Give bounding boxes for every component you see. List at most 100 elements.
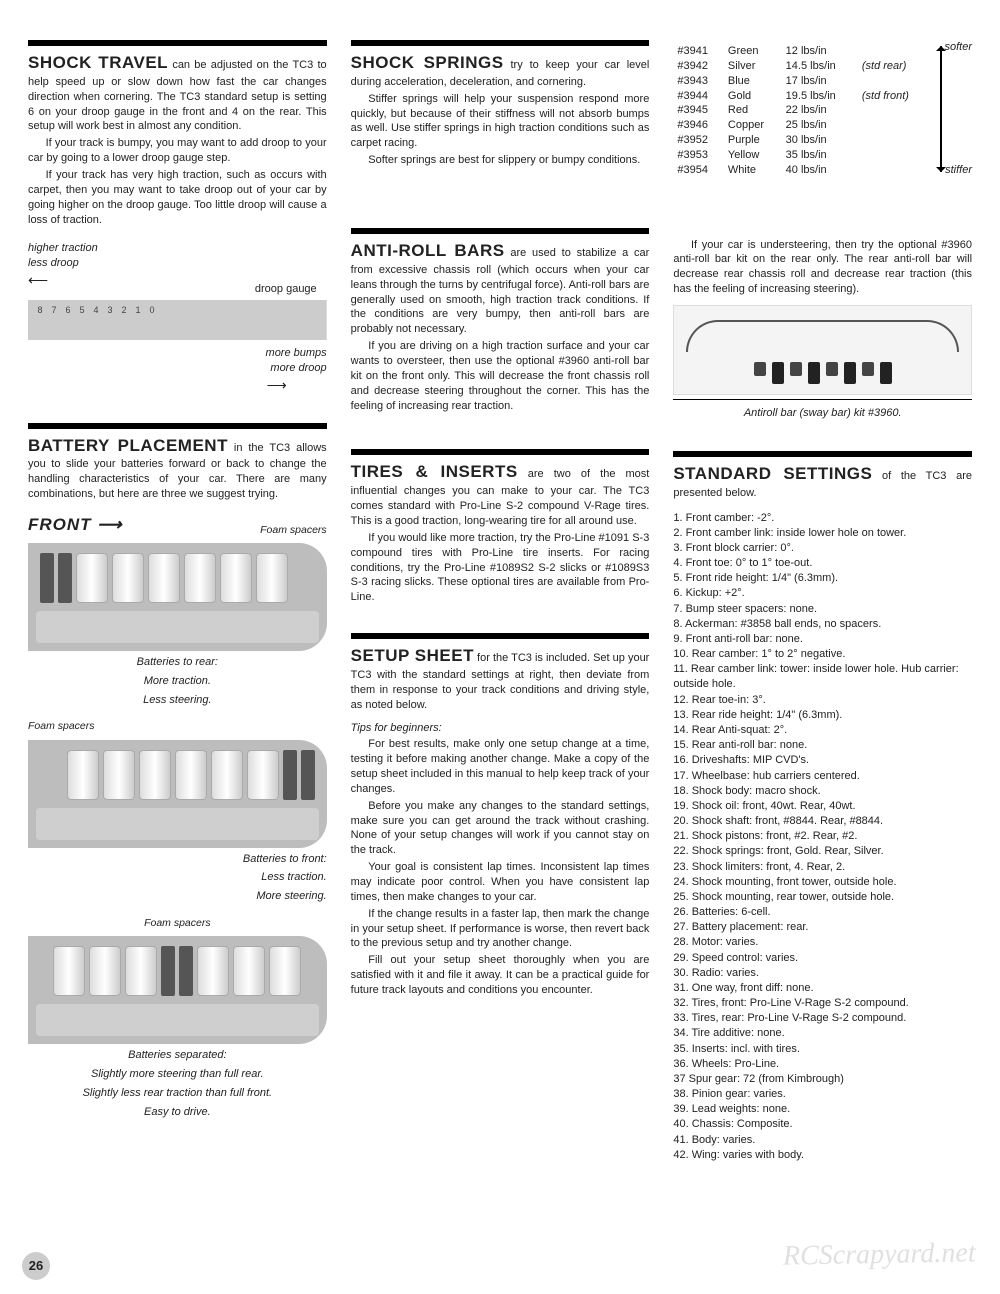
foam-spacer bbox=[40, 553, 54, 603]
spring-color: Purple bbox=[724, 133, 782, 148]
spring-color: Green bbox=[724, 44, 782, 59]
spring-stiffer-label: stiffer bbox=[945, 163, 972, 178]
droop-step: 8 bbox=[34, 304, 46, 316]
spring-part-num: #3944 bbox=[673, 89, 724, 104]
battery-cell bbox=[139, 750, 171, 800]
spring-note bbox=[858, 118, 930, 133]
battery-cell bbox=[184, 553, 216, 603]
antiroll-p2: If you are driving on a high traction su… bbox=[351, 339, 650, 413]
antiroll-caption: Antiroll bar (sway bar) kit #3960. bbox=[673, 406, 972, 421]
setup-p2: For best results, make only one setup ch… bbox=[351, 737, 650, 796]
foam-spacer bbox=[179, 946, 193, 996]
droop-gauge-label: droop gauge bbox=[255, 282, 317, 297]
droop-bot-label-2: more droop bbox=[28, 361, 327, 376]
spring-row: #3954White40 lbs/in bbox=[673, 163, 930, 178]
droop-gauge-figure: higher traction less droop ⟵ droop gauge… bbox=[28, 241, 327, 394]
droop-gauge-graphic: 8 7 6 5 4 3 2 1 0 bbox=[28, 300, 327, 340]
lead-antiroll: are used to stabilize a car from excessi… bbox=[351, 247, 650, 335]
battery-cell bbox=[197, 946, 229, 996]
shocksprings-p2: Stiffer springs will help your suspensio… bbox=[351, 92, 650, 151]
shocksprings-p3: Softer springs are best for slippery or … bbox=[351, 153, 650, 168]
battery-cell bbox=[53, 946, 85, 996]
caption-sep-3: Slightly less rear traction than full fr… bbox=[28, 1086, 327, 1101]
battery-cell bbox=[247, 750, 279, 800]
setting-item: 36. Wheels: Pro-Line. bbox=[673, 1057, 972, 1072]
battery-cell bbox=[103, 750, 135, 800]
front-arrow-label: FRONT ⟶ bbox=[28, 514, 123, 537]
foam-spacers-label: Foam spacers bbox=[260, 523, 327, 537]
foam-spacer bbox=[161, 946, 175, 996]
section-standard: STANDARD SETTINGS of the TC3 are present… bbox=[673, 451, 972, 1163]
page-number: 26 bbox=[22, 1252, 50, 1280]
spring-part-num: #3952 bbox=[673, 133, 724, 148]
section-shocktravel: SHOCK TRAVEL can be adjusted on the TC3 … bbox=[28, 40, 327, 395]
caption-sep-2: Slightly more steering than full rear. bbox=[28, 1067, 327, 1082]
setting-item: 12. Rear toe-in: 3°. bbox=[673, 693, 972, 708]
battery-cell bbox=[256, 553, 288, 603]
spring-table-wrap: softer stiffer #3941Green12 lbs/in#3942S… bbox=[673, 40, 972, 178]
spring-table: #3941Green12 lbs/in#3942Silver14.5 lbs/i… bbox=[673, 44, 930, 178]
droop-top-label-1: higher traction bbox=[28, 241, 327, 256]
tips-label: Tips for beginners: bbox=[351, 721, 650, 736]
battery-cell bbox=[76, 553, 108, 603]
foam-spacer bbox=[58, 553, 72, 603]
battery-cell bbox=[112, 553, 144, 603]
setting-item: 40. Chassis: Composite. bbox=[673, 1117, 972, 1132]
spring-rate: 12 lbs/in bbox=[782, 44, 858, 59]
battery-cell bbox=[67, 750, 99, 800]
spring-note bbox=[858, 133, 930, 148]
setting-item: 22. Shock springs: front, Gold. Rear, Si… bbox=[673, 844, 972, 859]
spring-row: #3941Green12 lbs/in bbox=[673, 44, 930, 59]
spring-part-num: #3941 bbox=[673, 44, 724, 59]
spring-part-num: #3942 bbox=[673, 59, 724, 74]
spring-row: #3952Purple30 lbs/in bbox=[673, 133, 930, 148]
droop-step: 6 bbox=[62, 304, 74, 316]
setting-item: 41. Body: varies. bbox=[673, 1133, 972, 1148]
droop-step: 4 bbox=[90, 304, 102, 316]
heading-shocktravel: SHOCK TRAVEL bbox=[28, 53, 168, 72]
heading-standard: STANDARD SETTINGS bbox=[673, 464, 872, 483]
heading-tires: TIRES & INSERTS bbox=[351, 462, 518, 481]
setting-item: 33. Tires, rear: Pro-Line V-Rage S-2 com… bbox=[673, 1011, 972, 1026]
column-1: SHOCK TRAVEL can be adjusted on the TC3 … bbox=[28, 40, 327, 1163]
foam-spacers-label: Foam spacers bbox=[28, 719, 327, 733]
spring-color: Blue bbox=[724, 74, 782, 89]
spring-rate: 17 lbs/in bbox=[782, 74, 858, 89]
setup-p4: Your goal is consistent lap times. Incon… bbox=[351, 860, 650, 905]
battery-cell bbox=[211, 750, 243, 800]
spring-row: #3946Copper25 lbs/in bbox=[673, 118, 930, 133]
battery-cell bbox=[220, 553, 252, 603]
battery-fig-separated: Foam spacers Batteries separated: Slight bbox=[28, 916, 327, 1120]
spring-color: Copper bbox=[724, 118, 782, 133]
droop-step: 3 bbox=[104, 304, 116, 316]
spring-note bbox=[858, 163, 930, 178]
heading-battery: BATTERY PLACEMENT bbox=[28, 436, 228, 455]
setting-item: 1. Front camber: -2°. bbox=[673, 511, 972, 526]
setting-item: 34. Tire additive: none. bbox=[673, 1026, 972, 1041]
battery-fig-rear: FRONT ⟶ Foam spacers Batterie bbox=[28, 514, 327, 707]
battery-cell bbox=[89, 946, 121, 996]
setting-item: 32. Tires, front: Pro-Line V-Rage S-2 co… bbox=[673, 996, 972, 1011]
spring-part-num: #3945 bbox=[673, 103, 724, 118]
spring-arrow-icon bbox=[940, 46, 942, 172]
section-tires: TIRES & INSERTS are two of the most infl… bbox=[351, 449, 650, 605]
caption-front-3: More steering. bbox=[28, 889, 327, 904]
spring-softer-label: softer bbox=[945, 40, 973, 55]
antiroll-right-block: If your car is understeering, then try t… bbox=[673, 238, 972, 421]
setting-item: 9. Front anti-roll bar: none. bbox=[673, 632, 972, 647]
standard-settings-list: 1. Front camber: -2°.2. Front camber lin… bbox=[673, 511, 972, 1163]
column-2: SHOCK SPRINGS try to keep your car level… bbox=[351, 40, 650, 1163]
battery-fig-front: Foam spacers Batteries to front: Less tr bbox=[28, 719, 327, 904]
setting-item: 10. Rear camber: 1° to 2° negative. bbox=[673, 647, 972, 662]
setting-item: 13. Rear ride height: 1/4" (6.3mm). bbox=[673, 708, 972, 723]
spring-rate: 35 lbs/in bbox=[782, 148, 858, 163]
setting-item: 30. Radio: varies. bbox=[673, 966, 972, 981]
setting-item: 35. Inserts: incl. with tires. bbox=[673, 1042, 972, 1057]
spring-note bbox=[858, 103, 930, 118]
spring-row: #3943Blue17 lbs/in bbox=[673, 74, 930, 89]
spring-rate: 25 lbs/in bbox=[782, 118, 858, 133]
battery-cell bbox=[269, 946, 301, 996]
caption-sep-4: Easy to drive. bbox=[28, 1105, 327, 1120]
foam-spacer bbox=[283, 750, 297, 800]
spring-part-num: #3946 bbox=[673, 118, 724, 133]
